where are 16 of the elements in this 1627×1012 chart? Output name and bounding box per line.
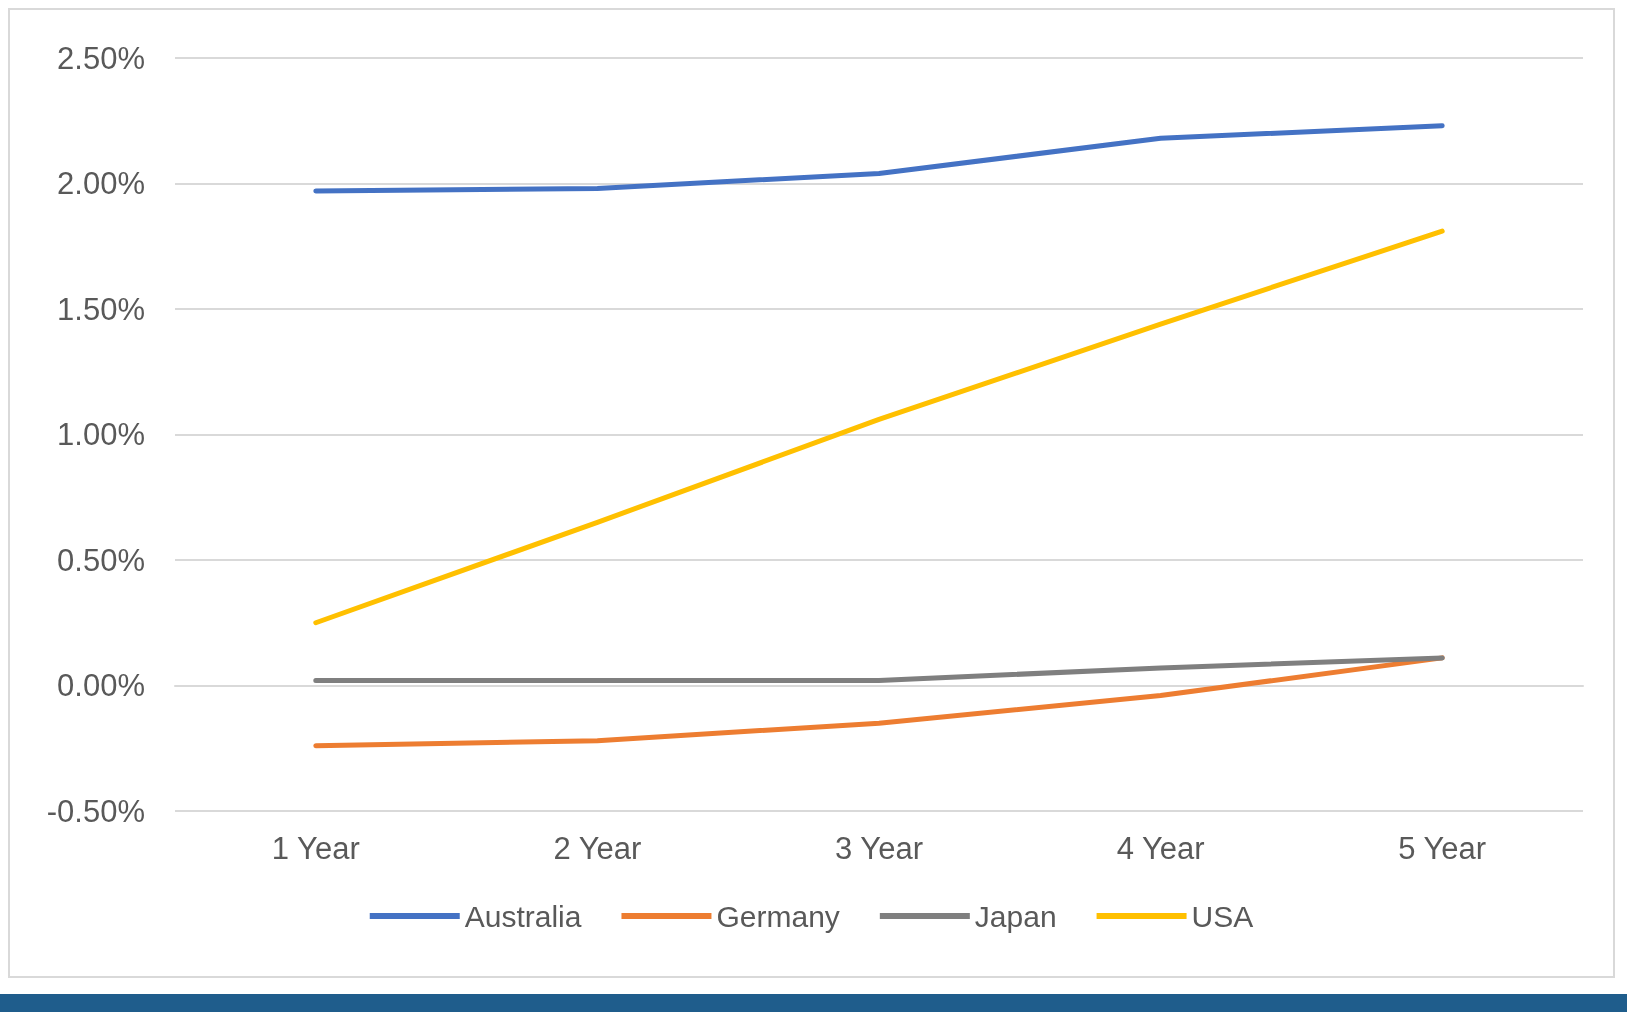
legend-label: Germany (716, 899, 840, 933)
x-tick-label: 1 Year (271, 831, 360, 866)
y-tick-label: 2.50% (57, 40, 145, 76)
x-tick-label: 2 Year (553, 831, 642, 866)
x-tick-label: 3 Year (835, 831, 923, 866)
y-tick-label: 2.00% (57, 166, 145, 201)
legend-label: Australia (464, 899, 582, 933)
y-tick-label: 1.50% (57, 291, 145, 327)
y-tick-label: -0.50% (46, 793, 145, 829)
y-tick-label: 1.00% (57, 417, 145, 452)
y-tick-label: 0.50% (57, 542, 145, 578)
y-tick-label: 0.00% (57, 668, 145, 703)
legend-label: USA (1191, 899, 1254, 933)
legend-label: Japan (974, 899, 1057, 933)
x-tick-label: 5 Year (1398, 831, 1487, 866)
x-tick-label: 4 Year (1116, 831, 1205, 866)
